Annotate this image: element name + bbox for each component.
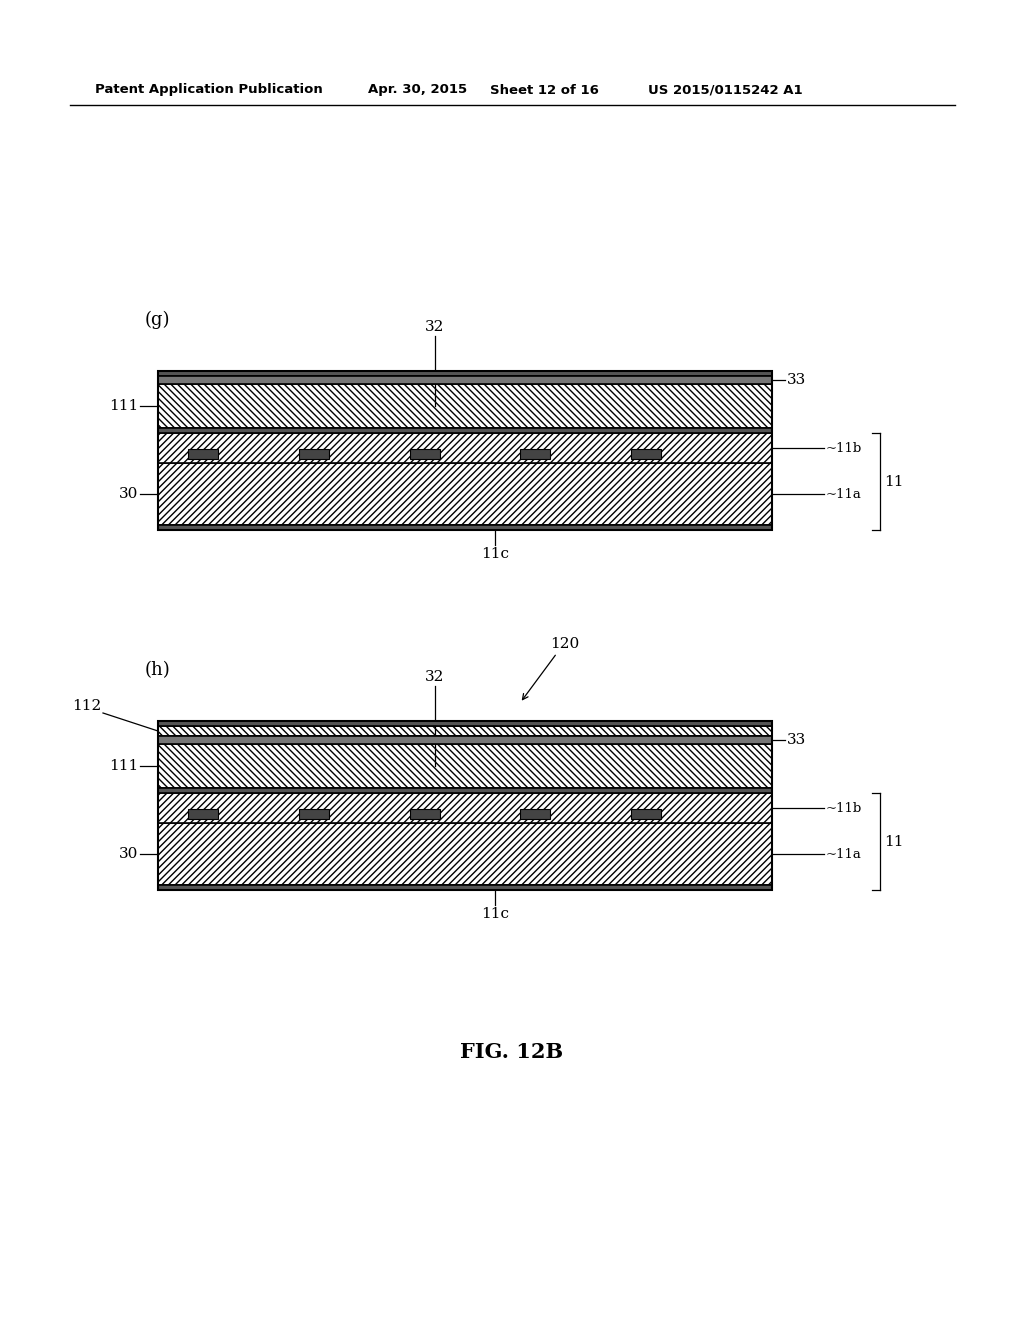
Text: ~11b: ~11b xyxy=(826,801,862,814)
Text: Apr. 30, 2015: Apr. 30, 2015 xyxy=(368,83,467,96)
Bar xyxy=(299,449,329,459)
Text: Sheet 12 of 16: Sheet 12 of 16 xyxy=(490,83,599,96)
Bar xyxy=(410,449,439,459)
Text: 11c: 11c xyxy=(481,907,509,921)
Text: 32: 32 xyxy=(425,319,444,334)
Text: 33: 33 xyxy=(787,374,806,387)
Bar xyxy=(158,428,772,433)
Text: 111: 111 xyxy=(109,399,138,413)
Bar xyxy=(188,449,218,459)
Text: FIG. 12B: FIG. 12B xyxy=(461,1041,563,1063)
Text: ~11b: ~11b xyxy=(826,441,862,454)
Bar xyxy=(158,371,772,531)
Bar xyxy=(158,793,772,822)
Bar xyxy=(158,384,772,428)
Bar xyxy=(158,721,772,726)
Bar xyxy=(188,809,218,818)
Bar xyxy=(158,884,772,890)
Bar xyxy=(158,822,772,884)
Text: (h): (h) xyxy=(145,661,171,678)
Text: 11: 11 xyxy=(884,834,903,849)
Bar xyxy=(158,737,772,744)
Text: 30: 30 xyxy=(119,487,138,502)
Bar xyxy=(299,809,329,818)
Text: 120: 120 xyxy=(550,638,580,651)
Bar xyxy=(631,809,662,818)
Text: 32: 32 xyxy=(425,671,444,684)
Bar xyxy=(158,433,772,463)
Text: 30: 30 xyxy=(119,847,138,861)
Text: (g): (g) xyxy=(145,312,171,329)
Bar xyxy=(158,726,772,737)
Text: 11: 11 xyxy=(884,474,903,488)
Text: 33: 33 xyxy=(787,733,806,747)
Text: ~11a: ~11a xyxy=(826,487,862,500)
Bar xyxy=(158,788,772,793)
Text: 111: 111 xyxy=(109,759,138,774)
Bar xyxy=(158,376,772,384)
Bar xyxy=(520,449,551,459)
Text: Patent Application Publication: Patent Application Publication xyxy=(95,83,323,96)
Bar xyxy=(520,809,551,818)
Text: 112: 112 xyxy=(72,700,101,713)
Bar xyxy=(158,721,772,890)
Bar xyxy=(410,809,439,818)
Text: 11c: 11c xyxy=(481,546,509,561)
Text: ~11a: ~11a xyxy=(826,847,862,861)
Bar xyxy=(158,525,772,531)
Text: US 2015/0115242 A1: US 2015/0115242 A1 xyxy=(648,83,803,96)
Bar xyxy=(158,371,772,376)
Bar xyxy=(631,449,662,459)
Bar xyxy=(158,744,772,788)
Bar xyxy=(158,463,772,525)
